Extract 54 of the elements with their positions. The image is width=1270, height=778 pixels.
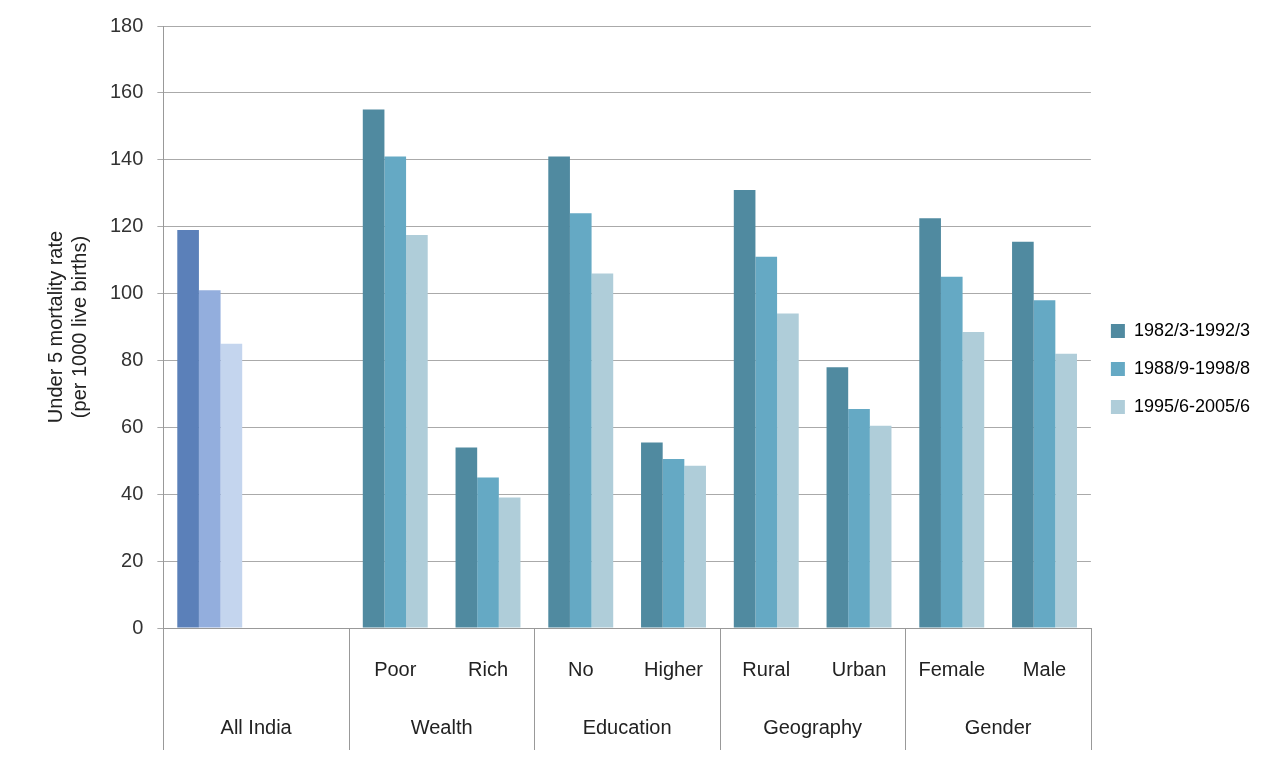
text: All India xyxy=(220,715,293,738)
x-tick-label: Rich xyxy=(468,657,509,680)
y-tick-label: 140 xyxy=(109,147,144,170)
bar xyxy=(362,109,385,628)
x-tick-label: Higher xyxy=(644,657,704,680)
text: Education xyxy=(582,715,672,738)
text: Wealth xyxy=(410,715,473,738)
y-tick-label: 160 xyxy=(109,80,144,103)
bar xyxy=(455,447,478,628)
bar xyxy=(869,425,892,628)
text: Gender xyxy=(964,715,1032,738)
bar xyxy=(1033,300,1056,628)
x-tick-label: Urban xyxy=(831,657,887,680)
legend-label: 1982/3-1992/3 xyxy=(1133,319,1251,340)
bar xyxy=(198,290,221,628)
bar xyxy=(591,273,614,628)
x-tick-label: Female xyxy=(918,657,986,680)
x-tick-label: Rural xyxy=(742,657,791,680)
y-tick-label: 100 xyxy=(109,281,144,304)
bar xyxy=(220,343,243,628)
bar xyxy=(548,156,570,628)
y-tick-label: 40 xyxy=(121,481,144,504)
bar xyxy=(733,189,756,628)
y-tick-label: 180 xyxy=(109,13,144,36)
bar xyxy=(962,332,985,628)
bar xyxy=(919,218,941,628)
y-tick-label: 60 xyxy=(121,414,144,437)
y-tick-label: 120 xyxy=(109,214,144,237)
y-tick-label: 0 xyxy=(132,615,144,638)
bar xyxy=(662,459,685,628)
bar xyxy=(477,477,499,628)
y-axis-title: Under 5 mortality rate (per 1000 live births) xyxy=(43,230,90,424)
bar xyxy=(641,442,663,628)
x-tick-label: No xyxy=(567,657,594,680)
bar xyxy=(498,497,521,628)
bar xyxy=(848,408,870,628)
legend-label: 1995/6-2005/6 xyxy=(1133,395,1251,416)
x-tick-label: Poor xyxy=(374,657,417,680)
bar xyxy=(177,230,199,628)
y-tick-label: 20 xyxy=(121,548,144,571)
bar xyxy=(684,465,706,628)
x-tick-label: Male xyxy=(1022,657,1067,680)
bar xyxy=(406,235,428,628)
y-tick-label: 80 xyxy=(121,347,144,370)
text: Geography xyxy=(763,715,863,738)
legend-label: 1988/9-1998/8 xyxy=(1133,357,1251,378)
bar xyxy=(384,156,407,628)
bar xyxy=(1012,241,1034,628)
bar xyxy=(940,276,963,628)
bar xyxy=(777,313,799,628)
bar xyxy=(569,213,592,628)
bar xyxy=(755,256,778,628)
bar xyxy=(826,367,849,628)
bar xyxy=(1055,353,1077,628)
